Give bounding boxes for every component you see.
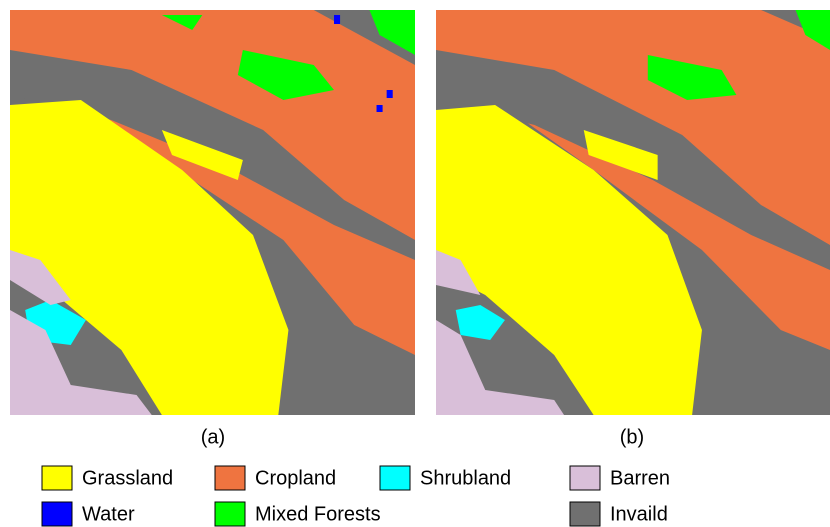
panel-caption: (a) (201, 426, 225, 448)
map-panel (10, 10, 415, 415)
legend-label: Barren (610, 467, 670, 489)
legend-label: Shrubland (420, 467, 511, 489)
legend-swatch (380, 466, 410, 490)
map-panel (436, 10, 830, 415)
panel-caption: (b) (620, 426, 644, 448)
figure: (a) (b) Grassland Cropland Shrubland Barren… (0, 0, 830, 527)
legend-label: Water (82, 503, 135, 525)
legend-swatch (215, 502, 245, 526)
land-cover-patch (334, 15, 340, 24)
legend-label: Invaild (610, 503, 668, 525)
legend-swatch (215, 466, 245, 490)
land-cover-patch (387, 90, 393, 98)
legend-label: Cropland (255, 467, 336, 489)
legend-swatch (42, 466, 72, 490)
legend-swatch (570, 466, 600, 490)
legend-label: Grassland (82, 467, 173, 489)
land-cover-patch (377, 105, 383, 112)
legend-label: Mixed Forests (255, 503, 381, 525)
legend-swatch (570, 502, 600, 526)
legend-swatch (42, 502, 72, 526)
